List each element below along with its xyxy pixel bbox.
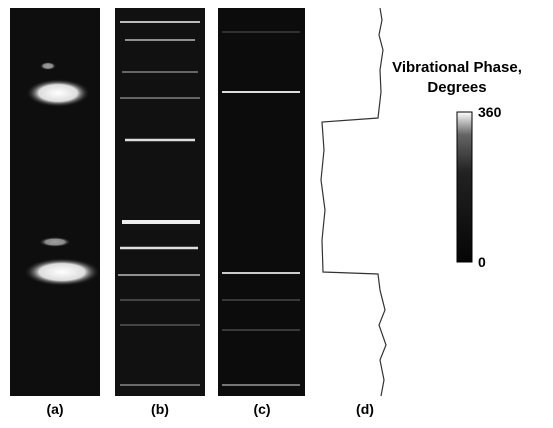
panel-label: (a): [46, 401, 63, 417]
panel-label: (b): [151, 401, 169, 417]
colorbar-label: 0: [478, 254, 486, 270]
colorbar-label: 360: [478, 104, 502, 120]
panel-label: (c): [253, 401, 270, 417]
panel-a-image: [10, 8, 100, 396]
panel-label: (d): [356, 401, 374, 417]
panel-b-image: [115, 8, 205, 396]
colorbar: [456, 111, 473, 263]
colorbar-title: Degrees: [427, 79, 486, 96]
colorbar-title: Vibrational Phase,: [392, 59, 522, 76]
panel-d-trace: [320, 7, 387, 397]
panel-c-image: [218, 8, 305, 396]
